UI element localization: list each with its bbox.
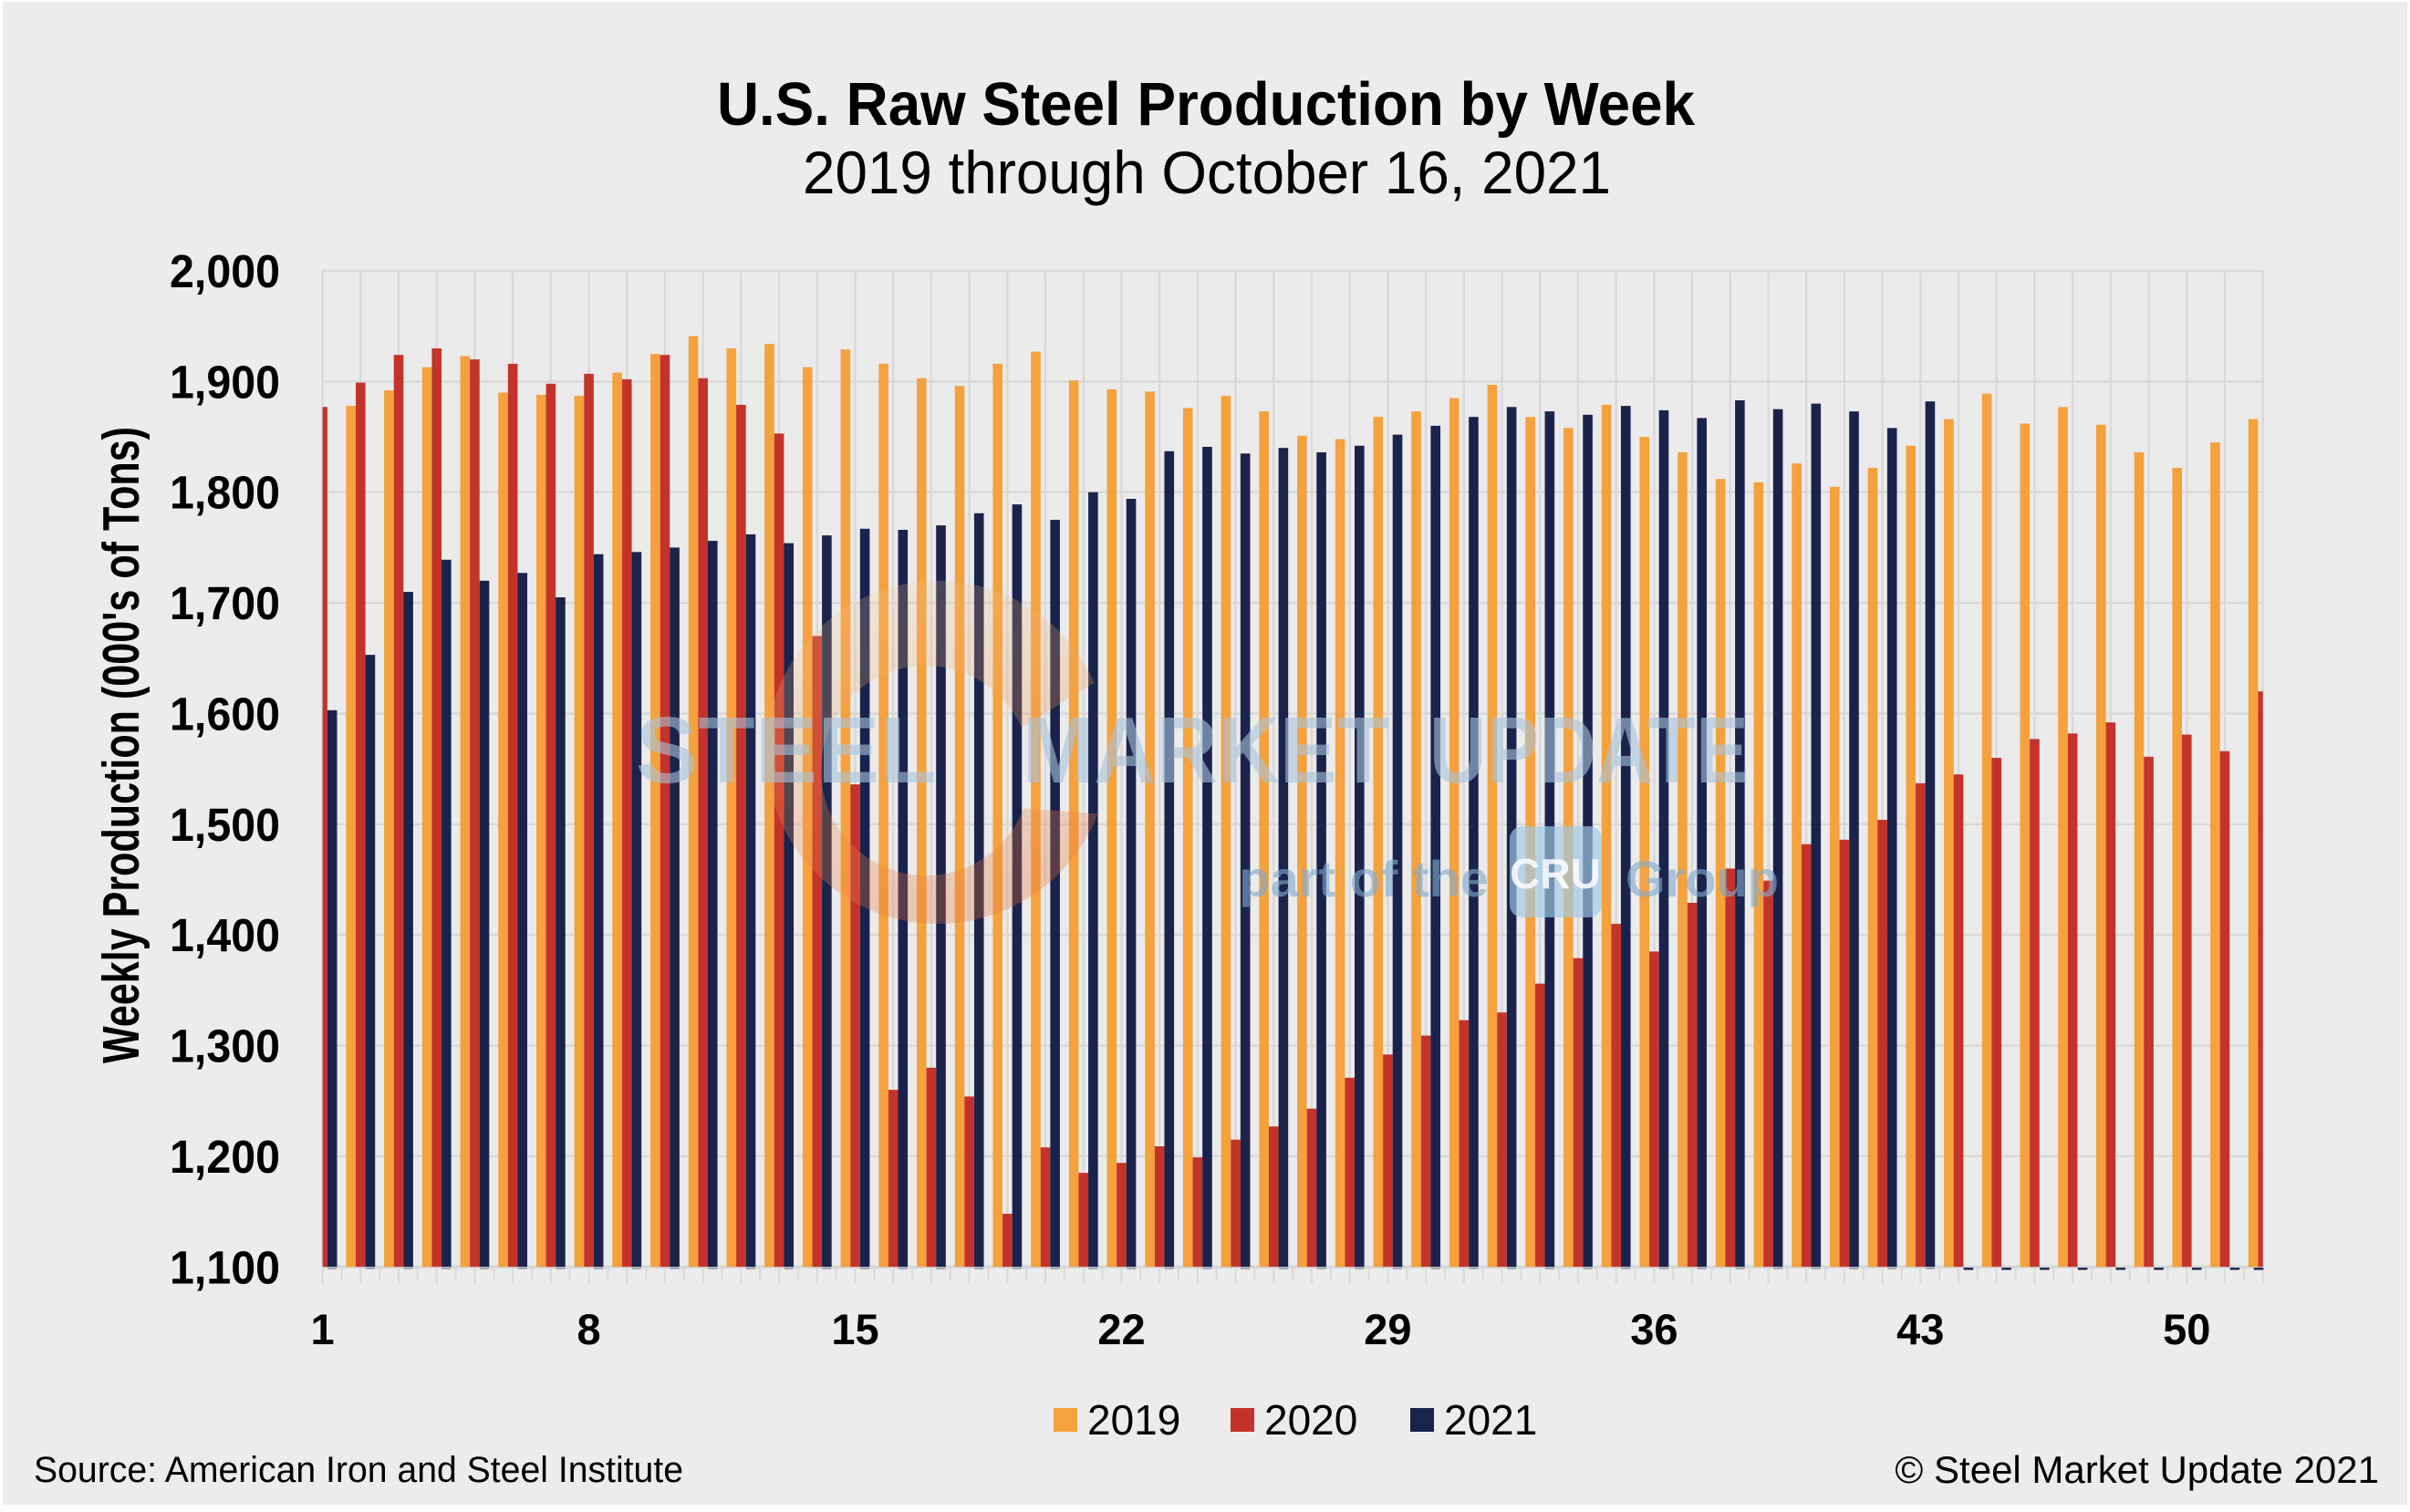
svg-text:2,000: 2,000 xyxy=(170,245,280,297)
svg-text:1,400: 1,400 xyxy=(170,909,280,961)
svg-text:22: 22 xyxy=(1097,1305,1145,1353)
svg-text:50: 50 xyxy=(2163,1305,2210,1353)
svg-text:15: 15 xyxy=(831,1305,878,1353)
svg-text:2020: 2020 xyxy=(1264,1396,1357,1444)
svg-text:© Steel Market Update 2021: © Steel Market Update 2021 xyxy=(1895,1448,2379,1491)
svg-text:1,900: 1,900 xyxy=(170,356,280,408)
svg-text:CRU: CRU xyxy=(1510,850,1601,897)
svg-text:1,200: 1,200 xyxy=(170,1131,280,1183)
svg-text:Source: American Iron and Stee: Source: American Iron and Steel Institut… xyxy=(34,1450,683,1490)
svg-text:36: 36 xyxy=(1630,1305,1678,1353)
svg-text:Weekly Production (000's of To: Weekly Production (000's of Tons) xyxy=(92,427,151,1063)
svg-text:Group: Group xyxy=(1626,850,1779,907)
svg-text:MARKET: MARKET xyxy=(1023,698,1389,803)
svg-text:UPDATE: UPDATE xyxy=(1429,698,1749,803)
svg-text:U.S. Raw Steel Production by W: U.S. Raw Steel Production by Week xyxy=(717,70,1696,139)
svg-text:1,100: 1,100 xyxy=(170,1241,280,1293)
svg-text:1,300: 1,300 xyxy=(170,1020,280,1072)
svg-text:2021: 2021 xyxy=(1444,1396,1537,1444)
svg-text:29: 29 xyxy=(1364,1305,1411,1353)
svg-text:1,800: 1,800 xyxy=(170,467,280,519)
svg-text:STEEL: STEEL xyxy=(636,698,937,803)
svg-text:1,600: 1,600 xyxy=(170,689,280,740)
svg-text:2019 through October 16, 2021: 2019 through October 16, 2021 xyxy=(803,139,1611,206)
svg-text:8: 8 xyxy=(577,1305,601,1353)
svg-text:1,500: 1,500 xyxy=(170,799,280,851)
svg-text:43: 43 xyxy=(1896,1305,1944,1353)
svg-text:1,700: 1,700 xyxy=(170,577,280,629)
svg-text:1: 1 xyxy=(311,1305,335,1353)
svg-text:2019: 2019 xyxy=(1087,1396,1180,1444)
svg-text:part of the: part of the xyxy=(1239,850,1489,907)
